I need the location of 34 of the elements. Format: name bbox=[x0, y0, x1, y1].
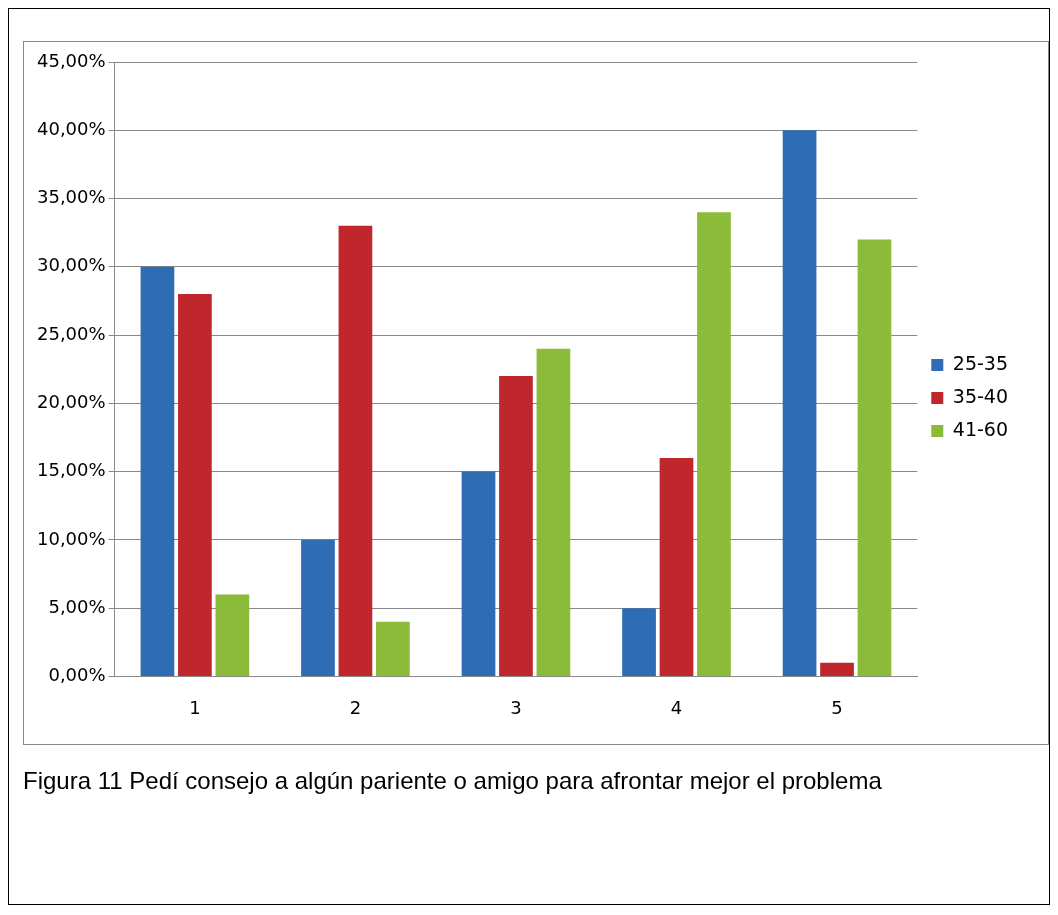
bar bbox=[178, 294, 212, 676]
bar bbox=[820, 662, 854, 676]
y-tick-label: 40,00% bbox=[36, 117, 106, 139]
bar bbox=[697, 212, 731, 676]
y-tick-label: 0,00% bbox=[48, 664, 106, 686]
y-tick-label: 5,00% bbox=[48, 595, 106, 617]
bar bbox=[782, 130, 817, 676]
y-tick-label: 25,00% bbox=[36, 322, 106, 344]
bar bbox=[140, 266, 175, 676]
x-tick-label: 5 bbox=[831, 696, 843, 718]
x-tick-label: 1 bbox=[189, 696, 201, 718]
bar bbox=[857, 239, 892, 676]
x-tick-label: 2 bbox=[349, 696, 362, 718]
legend-label: 25-35 bbox=[952, 351, 1009, 374]
x-tick-label: 4 bbox=[670, 696, 683, 718]
bar bbox=[215, 594, 250, 676]
y-tick-label: 45,00% bbox=[36, 49, 106, 71]
bar bbox=[536, 348, 571, 676]
y-tick-label: 10,00% bbox=[36, 527, 106, 549]
bar bbox=[659, 457, 694, 676]
bar bbox=[499, 376, 533, 676]
y-tick-label: 15,00% bbox=[36, 459, 106, 481]
x-tick-label: 3 bbox=[510, 696, 522, 718]
bar bbox=[338, 225, 373, 676]
bar bbox=[622, 608, 656, 676]
legend-label: 41-60 bbox=[952, 417, 1009, 440]
bar bbox=[376, 621, 410, 676]
y-tick-label: 20,00% bbox=[36, 391, 106, 413]
text: Figura 11 Pedí consejo a algún pariente o amigo para afrontar mejor el problema bbox=[23, 766, 883, 796]
bar bbox=[461, 471, 496, 676]
y-tick-label: 30,00% bbox=[36, 254, 106, 276]
legend-label: 35-40 bbox=[952, 384, 1009, 407]
bar bbox=[301, 539, 335, 676]
y-tick-label: 35,00% bbox=[36, 186, 106, 208]
